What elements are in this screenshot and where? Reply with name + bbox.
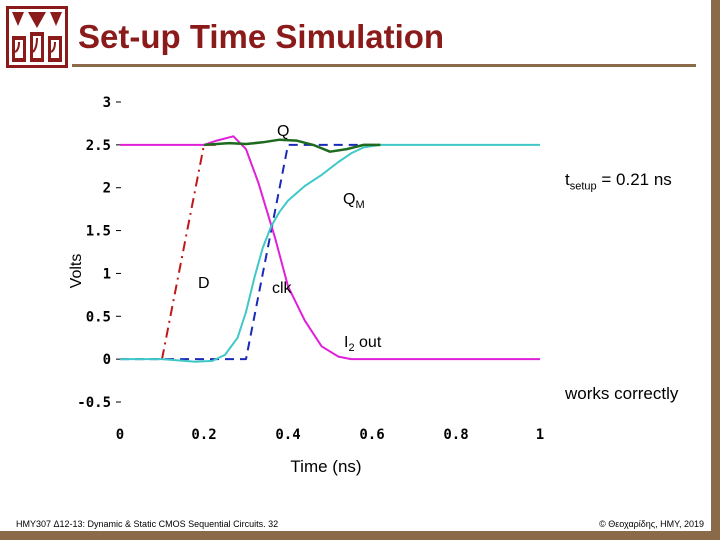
tsetup-annotation: tsetup = 0.21 ns <box>565 170 672 192</box>
label-q-part: Q <box>277 123 289 140</box>
y-tick-label: 2.5 <box>86 138 111 154</box>
slide-frame-right <box>711 0 720 540</box>
label-qm-part: Q <box>343 191 355 208</box>
x-tick-label: 0 <box>116 427 124 443</box>
tsetup-main: t <box>565 170 570 189</box>
x-tick-label: 0.6 <box>359 427 384 443</box>
y-tick-label: 2 <box>103 181 111 197</box>
slide-frame-bottom <box>0 531 720 540</box>
label-i2out-part: out <box>355 334 382 351</box>
tsetup-value: = 0.21 ns <box>596 170 672 189</box>
x-tick-label: 1 <box>536 427 544 443</box>
series-line-clk <box>120 143 372 361</box>
university-logo <box>6 6 68 68</box>
label-i2out-part: 2 <box>348 342 354 354</box>
x-axis-label: Time (ns) <box>290 457 361 476</box>
x-tick-label: 0.4 <box>275 427 300 443</box>
label-qm-part: M <box>355 199 364 211</box>
title-divider <box>72 64 696 67</box>
label-i2out-part: I <box>344 334 348 351</box>
chart-axes: 3 2.5 2 1.5 1 0.5 0 -0.5 0 0.2 0.4 0.6 0.8 1 Volts Time… <box>68 95 544 476</box>
y-tick-label: 0 <box>103 352 111 368</box>
label-qm: QM <box>343 191 365 211</box>
label-clk: clk <box>272 280 293 297</box>
x-tick-label: 0.8 <box>443 427 468 443</box>
y-tick-label: 0.5 <box>86 309 111 325</box>
series-line-i2out <box>120 135 540 361</box>
label-d: D <box>198 275 210 292</box>
footer-copyright: © Θεοχαρίδης, ΗΜΥ, 2019 <box>599 519 704 529</box>
slide-title: Set-up Time Simulation <box>78 18 445 55</box>
label-clk-part: clk <box>272 280 293 297</box>
y-tick-label: -0.5 <box>77 395 111 411</box>
series-line-d <box>161 143 217 360</box>
series-line-q <box>203 138 381 153</box>
tsetup-subscript: setup <box>569 180 597 193</box>
chart-series <box>120 135 540 363</box>
x-tick-label: 0.2 <box>191 427 216 443</box>
series-line-qm <box>120 143 540 363</box>
label-i2out: I2 out <box>344 334 382 354</box>
works-correctly-annotation: works correctly <box>565 384 679 403</box>
label-q: Q <box>277 123 289 140</box>
label-d-part: D <box>198 275 210 292</box>
footer-course: HMY307 Δ12-13: Dynamic & Static CMOS Seq… <box>16 519 279 529</box>
y-tick-label: 3 <box>103 95 111 111</box>
y-tick-label: 1 <box>103 266 111 282</box>
y-axis-label: Volts <box>68 254 85 289</box>
y-tick-label: 1.5 <box>86 224 111 240</box>
